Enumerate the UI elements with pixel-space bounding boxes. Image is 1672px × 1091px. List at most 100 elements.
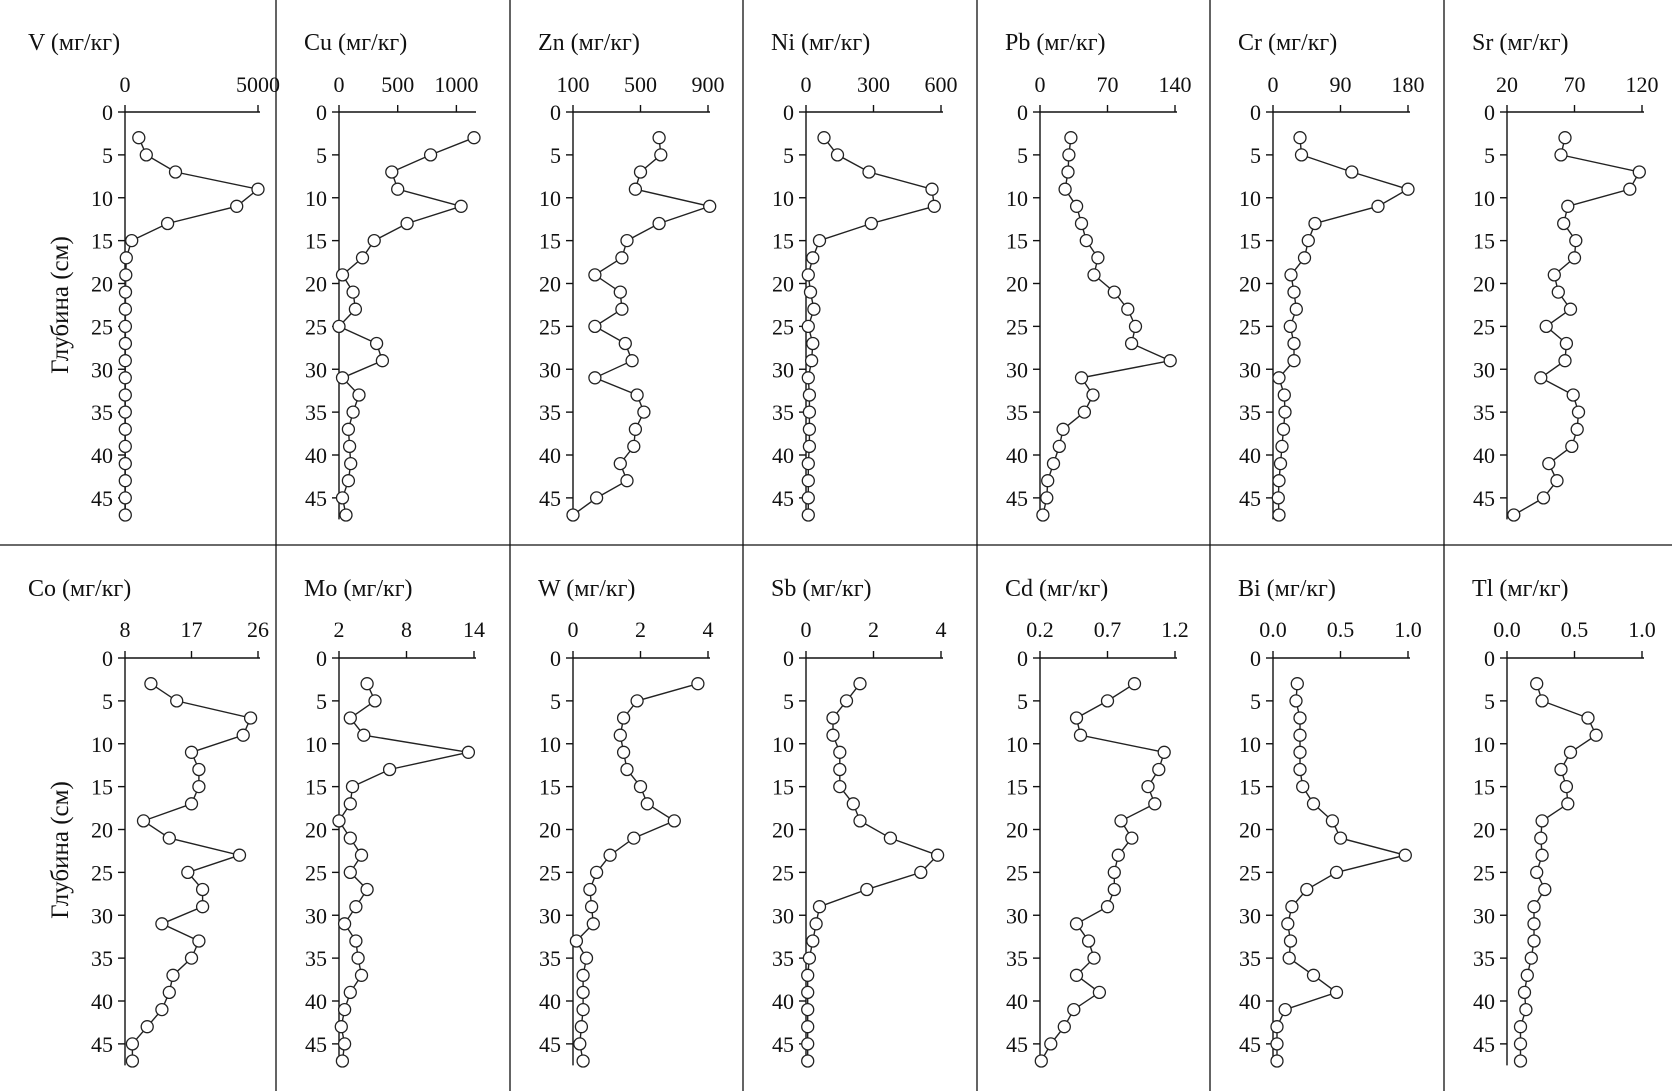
y-tick-label: 40 [1006,989,1028,1014]
y-tick-label: 0 [1484,646,1495,671]
data-point [369,336,384,351]
data-point [667,814,681,828]
data-point [192,762,206,777]
data-point [1073,728,1088,742]
data-point [801,319,815,334]
data-point [579,951,594,965]
data-point [335,1054,350,1068]
data-point [1325,814,1340,828]
data-point [1557,216,1571,231]
x-tick-label: 4 [703,617,714,642]
x-tick-label: 26 [247,617,269,642]
data-point [118,456,132,471]
data-point [1278,1002,1292,1017]
data-point [620,762,634,777]
data-point [351,951,365,965]
data-point [192,779,206,794]
data-point [1289,302,1303,316]
y-tick-label: 20 [1239,272,1261,297]
data-point [613,728,627,742]
data-point [1276,422,1291,436]
data-point [1107,882,1121,897]
data-point [1329,865,1344,880]
data-point [826,711,840,725]
data-point [801,1054,815,1068]
panel-title: Zn (мг/кг) [538,30,640,56]
x-tick-label: 70 [1564,72,1586,97]
y-tick-label: 15 [1006,229,1028,254]
x-tick-label: 70 [1097,72,1119,97]
data-point [1527,900,1541,914]
y-tick-label: 15 [539,775,561,800]
data-point [1270,1020,1284,1034]
y-tick-label: 25 [305,860,327,885]
y-tick-label: 15 [772,775,794,800]
y-tick-label: 35 [1006,400,1028,425]
data-point [1074,216,1089,231]
panel-title: Sr (мг/кг) [1472,30,1569,56]
y-tick-label: 35 [539,946,561,971]
panel-title: Pb (мг/кг) [1005,30,1106,56]
data-point [1121,302,1135,316]
data-point [864,216,878,231]
x-tick-label: 8 [401,617,412,642]
data-point [589,491,604,505]
data-point [803,285,818,299]
panel-title: Cr (мг/кг) [1238,30,1337,56]
data-point [1141,779,1155,794]
data-point [1057,1020,1071,1034]
data-point [1554,762,1568,777]
y-tick-label: 40 [1239,989,1261,1014]
y-tick-label: 45 [305,1032,327,1057]
x-tick-label: 2 [868,617,879,642]
data-point [118,474,132,488]
data-point [1567,251,1582,265]
data-point [232,848,247,862]
data-point [1561,199,1575,213]
data-point [576,968,590,982]
data-point [1589,728,1603,742]
data-point [337,1037,352,1051]
x-tick-label: 1.0 [1628,617,1656,642]
y-tick-label: 45 [1239,1032,1261,1057]
y-tick-label: 15 [1473,775,1495,800]
data-point [341,474,356,488]
data-point [184,951,199,965]
data-point [839,694,854,708]
data-point [801,508,815,522]
data-point [348,302,363,316]
y-tick-label: 45 [91,1032,113,1057]
x-tick-label: 17 [181,617,203,642]
y-tick-label: 0 [550,100,561,125]
data-point [588,371,602,385]
y-tick-label: 5 [102,143,113,168]
data-point [1290,677,1304,691]
x-tick-label: 0 [120,72,131,97]
data-point [807,302,821,316]
data-point [616,711,631,725]
data-point [654,148,668,162]
y-tick-label: 35 [91,400,113,425]
data-point [118,285,133,299]
data-point [184,745,199,759]
panel-title: Bi (мг/кг) [1238,576,1336,602]
y-tick-label: 30 [305,357,327,382]
data-point [1041,474,1055,488]
y-tick-label: 10 [1239,186,1261,211]
x-tick-label: 0.0 [1259,617,1287,642]
data-point [806,934,820,948]
data-point [118,336,133,351]
panel: Co (мг/кг) 0 5 10 15 20 25 30 35 40 45 8 17 26 [28,576,269,1068]
panel-title: Mo (мг/кг) [304,576,413,602]
series-line [337,137,475,516]
data-point [846,797,860,811]
data-point [1283,934,1298,948]
data-point [1114,814,1128,828]
y-tick-label: 10 [91,186,113,211]
data-point [345,779,360,794]
data-point [1294,148,1309,162]
data-point [332,319,346,334]
data-point [802,422,817,436]
data-point [382,762,397,777]
